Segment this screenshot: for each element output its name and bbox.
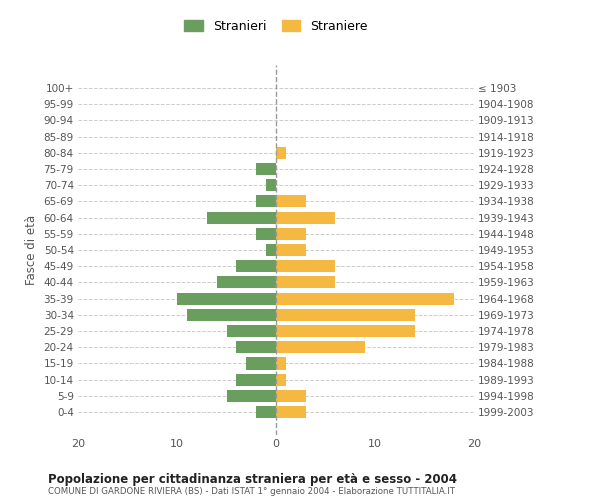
Bar (256, 406, 276, 418)
Bar (236, 260, 276, 272)
Bar (256, 196, 276, 207)
Bar (276, 374, 286, 386)
Bar (276, 276, 335, 288)
Bar (187, 309, 276, 321)
Bar (256, 163, 276, 175)
Bar (276, 244, 306, 256)
Bar (276, 358, 286, 370)
Bar (256, 228, 276, 240)
Bar (266, 179, 276, 191)
Bar (276, 228, 306, 240)
Bar (276, 309, 415, 321)
Bar (177, 292, 276, 304)
Bar (276, 260, 335, 272)
Text: Popolazione per cittadinanza straniera per età e sesso - 2004: Popolazione per cittadinanza straniera p… (48, 472, 457, 486)
Bar (276, 292, 454, 304)
Bar (276, 196, 306, 207)
Bar (276, 390, 306, 402)
Bar (236, 374, 276, 386)
Legend: Stranieri, Straniere: Stranieri, Straniere (181, 16, 371, 36)
Bar (266, 244, 276, 256)
Bar (236, 341, 276, 353)
Y-axis label: Fasce di età: Fasce di età (25, 215, 38, 285)
Text: COMUNE DI GARDONE RIVIERA (BS) - Dati ISTAT 1° gennaio 2004 - Elaborazione TUTTI: COMUNE DI GARDONE RIVIERA (BS) - Dati IS… (48, 488, 455, 496)
Bar (227, 390, 276, 402)
Bar (276, 212, 335, 224)
Bar (206, 212, 276, 224)
Bar (276, 406, 306, 418)
Bar (217, 276, 276, 288)
Bar (276, 325, 415, 337)
Bar (247, 358, 276, 370)
Bar (227, 325, 276, 337)
Bar (276, 341, 365, 353)
Bar (276, 146, 286, 159)
